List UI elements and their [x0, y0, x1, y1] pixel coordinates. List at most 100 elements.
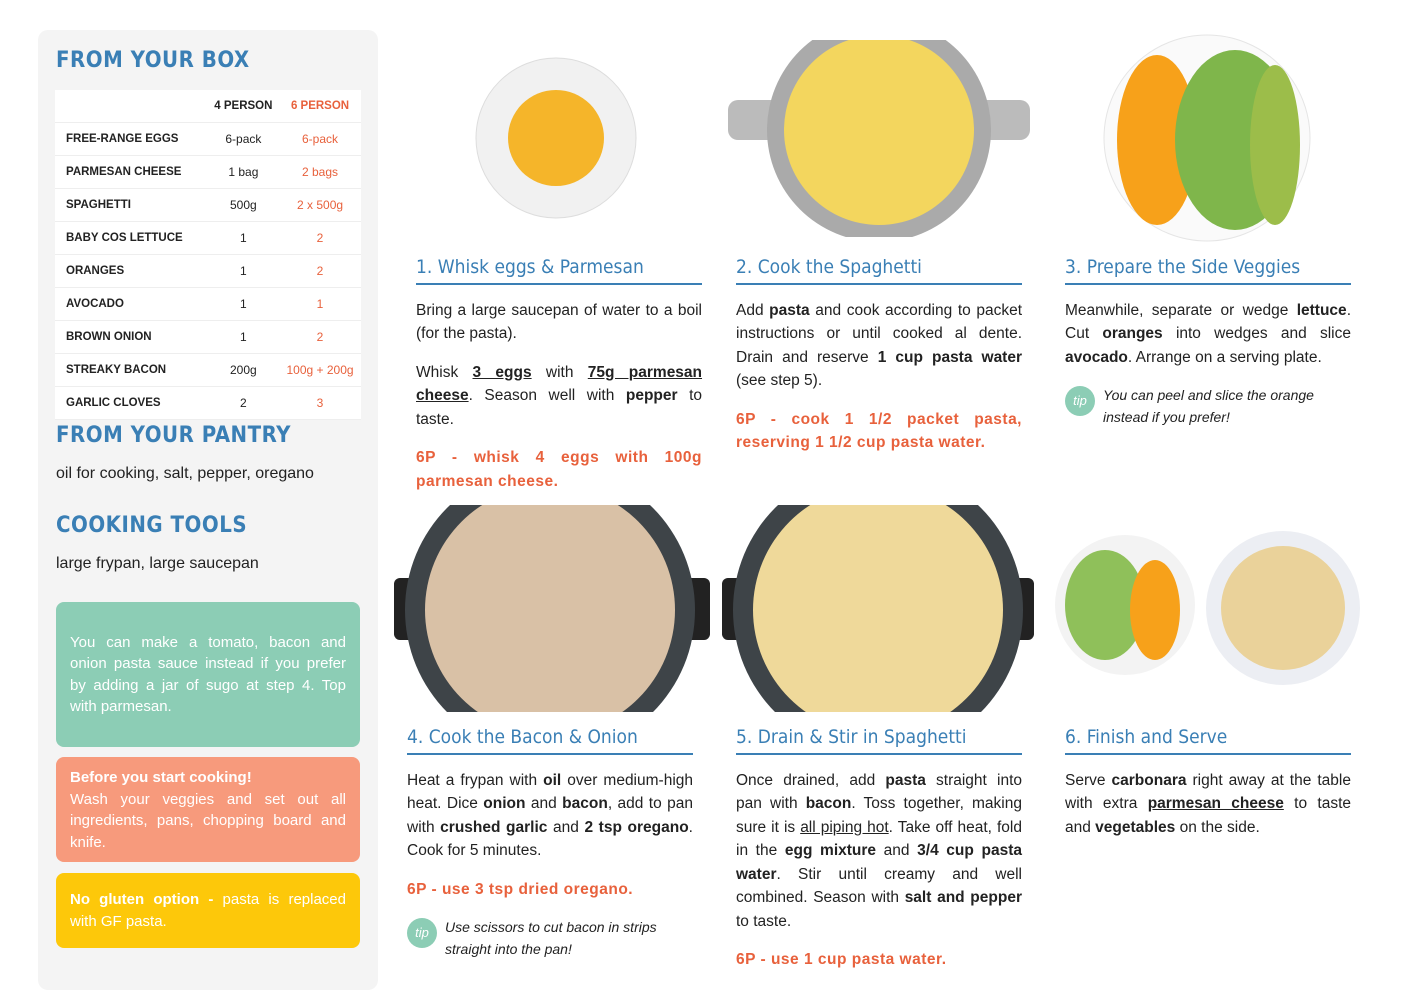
- note-box: You can make a tomato, bacon and onion p…: [56, 602, 360, 747]
- emphasis-text: 2 tsp oregano: [584, 818, 689, 836]
- ingredient-cell: SPAGHETTI: [55, 188, 208, 222]
- table-row: SPAGHETTI 500g 2 x 500g: [55, 188, 361, 222]
- step-text: Serve carbonara right away at the table …: [1065, 769, 1351, 840]
- text-segment: right away at the table with extra: [1065, 771, 1351, 813]
- ingredient-cell: BROWN ONION: [55, 320, 208, 354]
- emphasis-text: 3 eggs: [473, 364, 532, 381]
- photo-bacon-pan: [390, 465, 720, 720]
- ingredient-cell: GARLIC CLOVES: [55, 386, 208, 420]
- step: 6. Finish and Serve Serve carbonara righ…: [1065, 726, 1351, 854]
- note-text: No gluten option - pasta is replaced wit…: [70, 889, 346, 932]
- shape: [425, 485, 675, 720]
- text-segment: . Toss together, making sure it is: [736, 795, 1022, 836]
- tip-icon: tip: [1065, 386, 1095, 416]
- step-title: 3. Prepare the Side Veggies: [1065, 256, 1351, 285]
- quantity-cell: 500g: [207, 188, 280, 222]
- step-title: 6. Finish and Serve: [1065, 726, 1351, 755]
- text-segment: into wedges and slice: [1162, 325, 1351, 342]
- emphasis-text: parmesan cheese: [1148, 795, 1284, 812]
- text-segment: Once drained, add: [736, 771, 886, 789]
- text-segment: to taste and: [1065, 795, 1352, 836]
- emphasis-text: crushed garlic: [440, 818, 548, 836]
- step-text: Bring a large saucepan of water to a boi…: [416, 299, 702, 346]
- text-segment: on the side.: [1175, 818, 1260, 836]
- quantity-cell: 1: [207, 287, 280, 321]
- table-row: FREE-RANGE EGGS 6-pack 6-pack: [55, 122, 361, 156]
- note-text: You can make a tomato, bacon and onion p…: [70, 633, 346, 716]
- text-segment: Heat a frypan with: [407, 771, 544, 789]
- shape: [508, 90, 604, 186]
- shape: [1117, 55, 1197, 225]
- quantity-cell: 2: [207, 386, 280, 420]
- tools-text: large frypan, large saucepan: [56, 555, 259, 572]
- text-segment: Whisk: [416, 363, 473, 381]
- text-segment: over medium-high heat. Dice: [407, 771, 693, 813]
- step-title: 5. Drain & Stir in Spaghetti: [736, 726, 1022, 755]
- step-title: 4. Cook the Bacon & Onion: [407, 726, 693, 755]
- text-segment: . Take off heat, fold in the: [736, 818, 1022, 860]
- photo-carbonara-pan: [720, 465, 1050, 720]
- text-segment: and: [547, 818, 585, 836]
- pantry-title: FROM YOUR PANTRY: [56, 423, 291, 448]
- step-title: 2. Cook the Spaghetti: [736, 256, 1022, 285]
- text-segment: straight into pan with: [736, 771, 1022, 813]
- note-text: Wash your veggies and set out all ingred…: [70, 790, 346, 851]
- quantity-cell: 2: [279, 320, 361, 354]
- step: 4. Cook the Bacon & Onion Heat a frypan …: [407, 726, 693, 960]
- shape: [1065, 550, 1145, 660]
- quantity-cell: 2 x 500g: [279, 188, 361, 222]
- table-row: ORANGES 1 2: [55, 254, 361, 288]
- emphasis-text: egg mixture: [784, 842, 877, 859]
- text-segment: to taste.: [736, 912, 792, 930]
- tip-icon: tip: [407, 918, 437, 948]
- emphasis-text: 75g parmesan cheese: [416, 364, 702, 405]
- shape: [390, 712, 720, 720]
- text-segment: Bring a large saucepan of water to a boi…: [416, 301, 702, 343]
- quantity-cell: 1: [207, 221, 280, 255]
- step-variant: 6P - use 3 tsp dried oregano.: [407, 880, 634, 898]
- shape: [720, 712, 1050, 720]
- step-text: Whisk 3 eggs with 75g parmesan cheese. S…: [416, 361, 702, 432]
- shape: [753, 485, 1003, 720]
- note-heading: Before you start cooking!: [70, 769, 252, 786]
- text-segment: . Arrange on a serving plate.: [1127, 348, 1322, 366]
- text-segment: . Cook for 5 minutes.: [407, 818, 693, 860]
- ingredient-cell: PARMESAN CHEESE: [55, 155, 208, 189]
- shape: [1221, 546, 1345, 670]
- emphasis-text: pasta: [885, 771, 926, 789]
- emphasis-text: lettuce: [1296, 301, 1347, 319]
- table-row: BROWN ONION 1 2: [55, 320, 361, 354]
- shape: [1250, 65, 1300, 225]
- step-variant: 6P - whisk 4 eggs with 100g parmesan che…: [416, 449, 702, 490]
- quantity-cell: 200g: [207, 353, 280, 387]
- shape: [1130, 560, 1180, 660]
- text-segment: . Stir until creamy and well combined. S…: [736, 865, 1022, 907]
- shape: [784, 35, 974, 225]
- photo-eggs: [475, 57, 637, 219]
- note-heading: No gluten option -: [70, 891, 214, 908]
- shape: [720, 30, 1040, 40]
- note-box: No gluten option - pasta is replaced wit…: [56, 873, 360, 948]
- tools-title: COOKING TOOLS: [56, 513, 248, 538]
- emphasis-text: 1 cup pasta water: [877, 348, 1022, 366]
- emphasis-text: 3/4 cup pasta water: [736, 842, 1022, 883]
- tip: tip You can peel and slice the orange ins…: [1065, 384, 1351, 428]
- emphasis-text: bacon: [562, 795, 608, 812]
- step-title: 1. Whisk eggs & Parmesan: [416, 256, 702, 285]
- quantity-cell: 2: [279, 221, 361, 255]
- text-segment: Serve: [1065, 771, 1112, 789]
- step-text: Meanwhile, separate or wedge lettuce. Cu…: [1065, 299, 1351, 370]
- table-row: STREAKY BACON 200g 100g + 200g: [55, 353, 361, 387]
- note-text: pasta is replaced with GF pasta.: [70, 891, 346, 930]
- tip: tip Use scissors to cut bacon in strips s…: [407, 916, 693, 960]
- text-segment: and: [876, 842, 918, 859]
- pantry-text: oil for cooking, salt, pepper, oregano: [56, 465, 314, 482]
- quantity-cell: 2: [279, 254, 361, 288]
- ingredient-cell: STREAKY BACON: [55, 353, 208, 387]
- emphasis-text: oranges: [1102, 325, 1163, 342]
- tip-text: You can peel and slice the orange instea…: [1103, 387, 1314, 425]
- tip-text: Use scissors to cut bacon in strips stra…: [445, 919, 657, 957]
- photo-serving: [1055, 531, 1360, 685]
- emphasis-text: bacon: [805, 795, 852, 812]
- ingredient-cell: FREE-RANGE EGGS: [55, 122, 208, 156]
